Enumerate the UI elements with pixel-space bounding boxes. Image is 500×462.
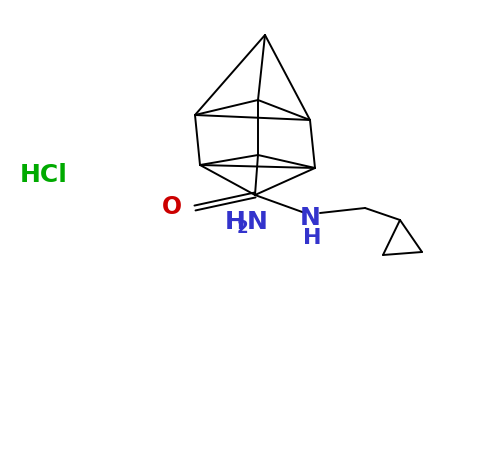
Text: 2: 2 xyxy=(237,219,248,237)
Text: O: O xyxy=(162,195,182,219)
Text: N: N xyxy=(247,210,268,234)
Text: H: H xyxy=(225,210,246,234)
Text: N: N xyxy=(300,206,321,230)
Text: H: H xyxy=(303,228,322,248)
Text: HCl: HCl xyxy=(20,163,68,187)
